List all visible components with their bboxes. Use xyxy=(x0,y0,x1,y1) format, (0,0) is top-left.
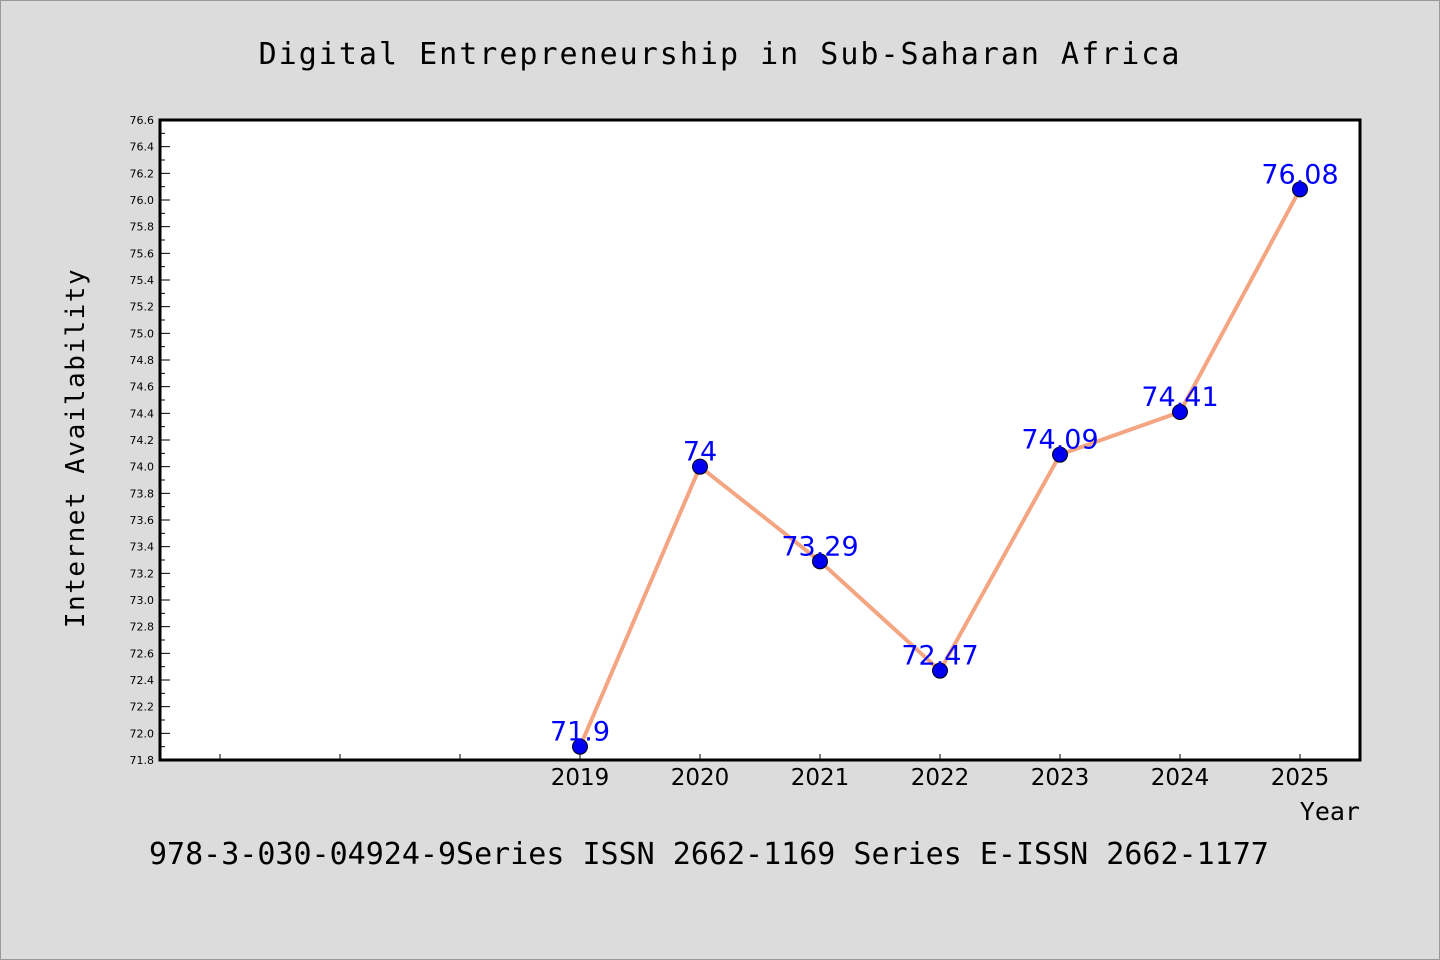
y-tick-label: 75.0 xyxy=(130,327,155,340)
y-tick-label: 73.8 xyxy=(130,487,155,500)
y-tick-label: 75.8 xyxy=(130,221,155,234)
y-tick-label: 72.0 xyxy=(130,727,155,740)
chart-title: Digital Entrepreneurship in Sub-Saharan … xyxy=(259,37,1182,72)
y-tick-label: 75.2 xyxy=(130,301,155,314)
data-point xyxy=(812,553,828,570)
y-tick-label: 71.8 xyxy=(130,754,155,767)
data-label: 72.47 xyxy=(901,641,978,672)
y-tick-label: 74.0 xyxy=(130,461,155,474)
x-tick-label: 2021 xyxy=(791,765,850,791)
x-axis: 2019 2020 2021 2022 2023 2024 2025 xyxy=(219,754,1330,791)
x-tick-label: 2019 xyxy=(551,765,610,791)
series-points-group xyxy=(572,181,1308,755)
x-tick-label: 2022 xyxy=(911,765,970,791)
data-label: 74.09 xyxy=(1021,425,1098,456)
x-tick-label: 2023 xyxy=(1031,765,1090,791)
y-axis-label: Internet Availability xyxy=(61,268,91,628)
y-tick-label: 76.2 xyxy=(130,167,155,180)
y-tick-label: 73.2 xyxy=(130,567,155,580)
y-tick-label: 73.4 xyxy=(130,541,155,554)
data-label: 71.9 xyxy=(550,717,610,748)
data-labels-group: 71.9 74 73.29 72.47 74.09 74.41 76.08 xyxy=(550,159,1339,747)
x-axis-label: Year xyxy=(1300,797,1360,826)
y-tick-label: 73.0 xyxy=(130,594,155,607)
x-tick-label: 2025 xyxy=(1271,765,1330,791)
y-tick-label: 74.6 xyxy=(130,381,155,394)
plot-area xyxy=(158,118,1362,762)
data-label: 76.08 xyxy=(1261,159,1338,190)
y-tick-label: 76.4 xyxy=(130,141,155,154)
data-point xyxy=(1052,446,1068,463)
y-tick-label: 72.4 xyxy=(130,674,155,687)
y-tick-label: 76.6 xyxy=(130,114,155,127)
data-label: 73.29 xyxy=(781,531,858,562)
y-tick-label: 76.0 xyxy=(130,194,155,207)
data-point xyxy=(932,662,948,679)
data-point xyxy=(572,738,588,755)
y-tick-label: 75.4 xyxy=(130,274,155,287)
data-label: 74.41 xyxy=(1141,382,1218,413)
data-point xyxy=(692,458,708,475)
y-axis: 71.8 72.0 72.2 72.4 72.6 72.8 73.0 73.2 73.4 73.6… xyxy=(130,114,170,767)
data-label: 74 xyxy=(683,437,717,468)
footer-caption: 978-3-030-04924-9Series ISSN 2662-1169 S… xyxy=(149,837,1269,872)
y-tick-label: 74.4 xyxy=(130,407,155,420)
x-tick-label: 2024 xyxy=(1151,765,1210,791)
y-tick-label: 73.6 xyxy=(130,514,155,527)
data-point xyxy=(1292,181,1308,198)
data-point xyxy=(1172,404,1188,420)
x-tick-label: 2020 xyxy=(671,765,730,791)
y-tick-label: 74.8 xyxy=(130,354,155,367)
y-tick-label: 74.2 xyxy=(130,434,155,447)
y-tick-label: 75.6 xyxy=(130,247,155,260)
y-tick-label: 72.6 xyxy=(130,647,155,660)
y-tick-label: 72.2 xyxy=(130,701,155,714)
y-tick-label: 72.8 xyxy=(130,621,155,634)
